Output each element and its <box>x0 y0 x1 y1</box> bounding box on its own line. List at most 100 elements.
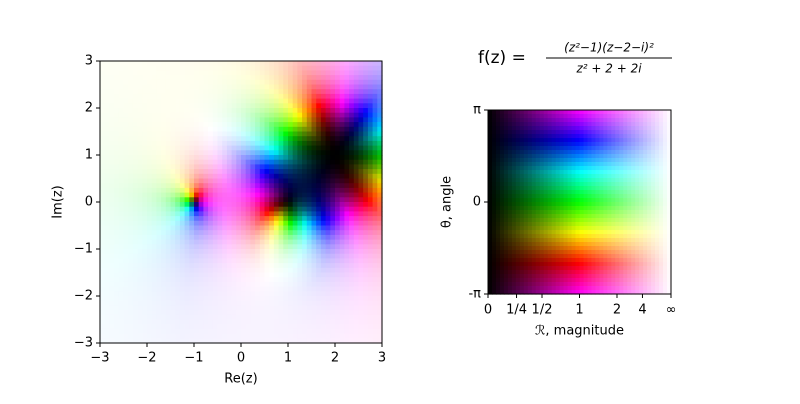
pixel <box>344 146 349 151</box>
pixel <box>359 324 364 329</box>
pixel <box>133 235 138 240</box>
pixel <box>114 113 119 118</box>
pixel <box>540 218 545 223</box>
pixel <box>583 130 588 135</box>
pixel <box>587 270 592 275</box>
pixel <box>124 193 129 198</box>
pixel <box>344 334 349 339</box>
pixel <box>255 244 260 249</box>
pixel <box>250 258 255 263</box>
pixel <box>138 188 143 193</box>
pixel <box>307 240 312 245</box>
pixel <box>283 282 288 287</box>
pixel <box>572 182 577 187</box>
pixel <box>540 154 545 159</box>
pixel <box>580 142 585 147</box>
pixel <box>189 287 194 292</box>
pixel <box>203 99 208 104</box>
pixel <box>114 169 119 174</box>
pixel <box>536 274 541 279</box>
pixel <box>492 222 497 227</box>
pixel <box>105 315 110 320</box>
pixel <box>504 114 509 119</box>
pixel <box>208 169 213 174</box>
pixel <box>133 301 138 306</box>
pixel <box>265 188 270 193</box>
pixel <box>316 66 321 71</box>
pixel <box>321 263 326 268</box>
pixel <box>536 246 541 251</box>
pixel <box>124 320 129 325</box>
pixel <box>185 277 190 282</box>
pixel <box>283 273 288 278</box>
pixel <box>340 99 345 104</box>
pixel <box>124 75 129 80</box>
pixel <box>288 226 293 231</box>
pixel <box>335 287 340 292</box>
pixel <box>114 254 119 259</box>
pixel <box>576 110 581 115</box>
pixel <box>185 291 190 296</box>
pixel <box>152 263 157 268</box>
pixel <box>124 174 129 179</box>
pixel <box>326 240 331 245</box>
pixel <box>297 226 302 231</box>
pixel <box>359 132 364 137</box>
pixel <box>532 234 537 239</box>
pixel <box>587 190 592 195</box>
pixel <box>109 240 114 245</box>
pixel <box>560 162 565 167</box>
pixel <box>512 170 517 175</box>
pixel <box>603 226 608 231</box>
pixel <box>312 202 317 207</box>
pixel <box>326 268 331 273</box>
pixel <box>152 310 157 315</box>
pixel <box>373 188 378 193</box>
pixel <box>208 179 213 184</box>
pixel <box>279 254 284 259</box>
pixel <box>536 222 541 227</box>
pixel <box>368 273 373 278</box>
pixel <box>330 179 335 184</box>
pixel <box>194 230 199 235</box>
pixel <box>512 158 517 163</box>
pixel <box>568 114 573 119</box>
pixel <box>128 117 133 122</box>
pixel <box>321 244 326 249</box>
pixel <box>124 207 129 212</box>
pixel <box>312 174 317 179</box>
pixel <box>326 94 331 99</box>
pixel <box>599 126 604 131</box>
pixel <box>532 198 537 203</box>
pixel <box>279 122 284 127</box>
pixel <box>105 329 110 334</box>
pixel <box>520 110 525 115</box>
pixel <box>373 89 378 94</box>
pixel <box>175 282 180 287</box>
pixel <box>354 80 359 85</box>
pixel <box>488 150 493 155</box>
pixel <box>166 291 171 296</box>
pixel <box>208 164 213 169</box>
pixel <box>316 193 321 198</box>
pixel <box>288 188 293 193</box>
pixel <box>124 103 129 108</box>
pixel <box>359 230 364 235</box>
pixel <box>500 230 505 235</box>
pixel <box>544 154 549 159</box>
pixel <box>161 324 166 329</box>
pixel <box>335 254 340 259</box>
pixel <box>156 183 161 188</box>
pixel <box>288 334 293 339</box>
pixel <box>330 169 335 174</box>
pixel <box>354 136 359 141</box>
pixel <box>576 206 581 211</box>
pixel <box>185 169 190 174</box>
pixel <box>496 198 501 203</box>
pixel <box>283 179 288 184</box>
pixel <box>580 154 585 159</box>
pixel <box>232 320 237 325</box>
pixel <box>568 266 573 271</box>
pixel <box>156 66 161 71</box>
pixel <box>142 320 147 325</box>
